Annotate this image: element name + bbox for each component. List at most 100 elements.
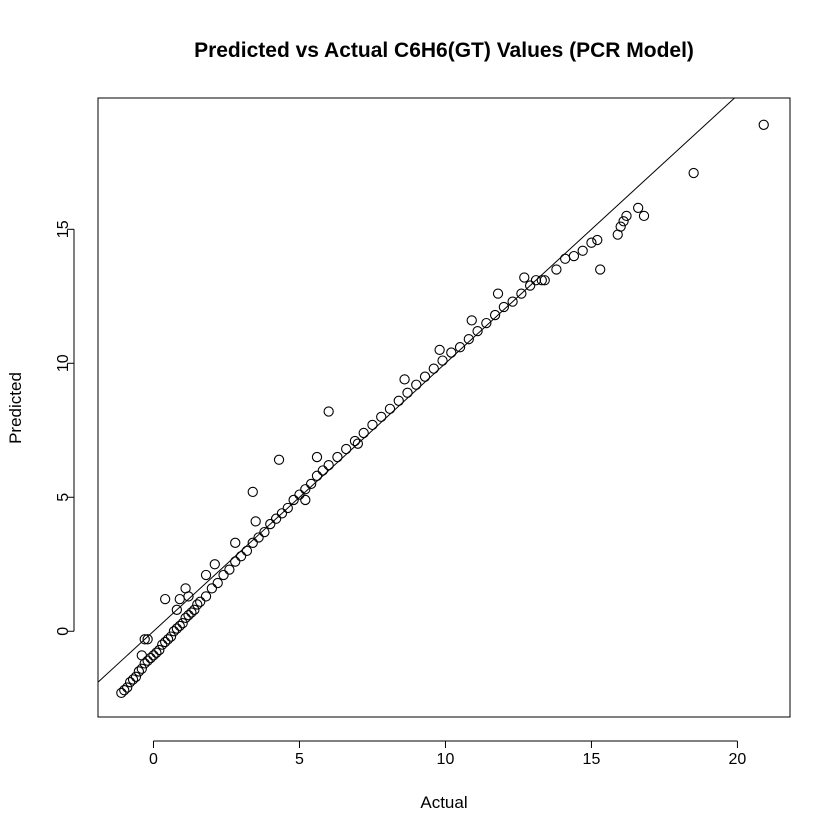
data-point xyxy=(130,671,142,682)
data-point xyxy=(539,275,550,286)
data-point xyxy=(492,288,504,299)
data-point xyxy=(157,639,168,650)
data-point xyxy=(270,513,282,524)
x-tick-label: 5 xyxy=(295,751,304,768)
data-point xyxy=(195,596,206,607)
data-point xyxy=(133,666,145,677)
data-point xyxy=(192,599,203,610)
data-point xyxy=(481,317,492,329)
data-point xyxy=(300,484,311,495)
data-point xyxy=(177,618,188,629)
data-point xyxy=(212,577,223,589)
data-point xyxy=(419,371,431,382)
data-point xyxy=(200,569,212,581)
data-point xyxy=(536,275,547,286)
y-axis: 0 5 10 15 xyxy=(55,220,75,636)
data-point xyxy=(160,593,171,605)
x-tick-label: 15 xyxy=(583,751,601,768)
data-points xyxy=(98,98,769,699)
data-point xyxy=(171,623,182,634)
data-point xyxy=(136,663,147,674)
data-point xyxy=(142,655,153,666)
data-point xyxy=(183,591,194,602)
data-point xyxy=(592,234,603,246)
data-point xyxy=(230,537,241,548)
chart-title: Predicted vs Actual C6H6(GT) Values (PCR… xyxy=(194,39,694,62)
data-point xyxy=(376,411,387,423)
data-point xyxy=(119,685,130,696)
data-point xyxy=(209,559,220,570)
data-point xyxy=(332,451,343,463)
data-point xyxy=(688,167,699,179)
data-point xyxy=(516,288,527,299)
data-point xyxy=(241,545,253,557)
data-point xyxy=(758,119,769,130)
data-point xyxy=(349,435,361,447)
data-point xyxy=(311,451,323,463)
data-point xyxy=(235,551,247,562)
data-point xyxy=(148,650,159,661)
data-point xyxy=(466,315,477,326)
data-point xyxy=(168,626,180,637)
data-point xyxy=(206,583,218,594)
data-point xyxy=(595,264,606,275)
data-point xyxy=(122,682,133,693)
y-tick-label: 15 xyxy=(55,220,72,238)
reference-line xyxy=(98,98,736,683)
data-point xyxy=(189,604,200,615)
data-point xyxy=(154,644,165,656)
data-point xyxy=(265,518,276,530)
data-point xyxy=(577,245,588,256)
data-point xyxy=(323,406,334,417)
data-point xyxy=(142,634,153,645)
y-tick-label: 0 xyxy=(55,627,72,636)
x-tick-label: 10 xyxy=(437,751,455,768)
data-point xyxy=(165,631,177,642)
data-point xyxy=(162,634,174,645)
data-point xyxy=(633,202,644,214)
data-point xyxy=(498,301,510,313)
data-point xyxy=(230,556,241,567)
data-point xyxy=(276,508,288,519)
data-point xyxy=(311,470,323,481)
data-point xyxy=(621,210,632,222)
data-point xyxy=(618,216,629,227)
data-point xyxy=(638,210,650,222)
data-point xyxy=(294,489,305,500)
plot-frame xyxy=(97,97,791,718)
data-point xyxy=(507,296,518,307)
data-point xyxy=(519,272,530,283)
data-point xyxy=(124,677,136,688)
data-point xyxy=(174,620,185,632)
data-point xyxy=(247,486,258,498)
data-point xyxy=(183,610,194,621)
data-point xyxy=(171,604,182,615)
data-point xyxy=(489,309,501,321)
data-point xyxy=(586,237,597,248)
data-point xyxy=(402,387,413,398)
data-point xyxy=(180,612,191,624)
data-point xyxy=(411,379,422,390)
data-point xyxy=(224,564,235,575)
data-point xyxy=(615,221,626,232)
data-point xyxy=(463,334,474,345)
data-point xyxy=(352,438,364,449)
data-point xyxy=(136,650,147,661)
data-point xyxy=(282,502,293,514)
data-point xyxy=(253,532,264,543)
data-point xyxy=(200,591,212,602)
data-point xyxy=(127,674,139,685)
data-point xyxy=(259,526,270,538)
data-point xyxy=(186,607,197,618)
data-point xyxy=(434,344,445,356)
data-point xyxy=(218,569,229,581)
data-point xyxy=(437,355,448,366)
data-point xyxy=(341,443,352,455)
data-point xyxy=(524,280,536,291)
data-point xyxy=(247,537,258,548)
data-point xyxy=(250,516,261,527)
x-tick-label: 0 xyxy=(149,751,158,768)
data-point xyxy=(151,647,162,658)
data-point xyxy=(384,403,396,414)
